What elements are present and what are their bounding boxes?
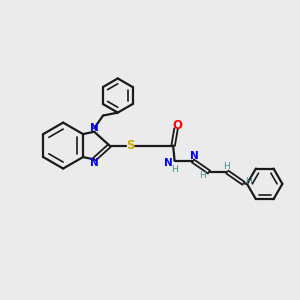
Text: H: H <box>245 177 252 186</box>
Text: S: S <box>127 139 135 152</box>
Text: H: H <box>199 171 206 180</box>
Text: O: O <box>173 119 183 132</box>
Text: N: N <box>164 158 172 168</box>
Text: H: H <box>171 165 177 174</box>
Text: N: N <box>190 152 199 161</box>
Text: N: N <box>90 158 99 168</box>
Text: H: H <box>223 162 230 171</box>
Text: N: N <box>90 123 99 133</box>
